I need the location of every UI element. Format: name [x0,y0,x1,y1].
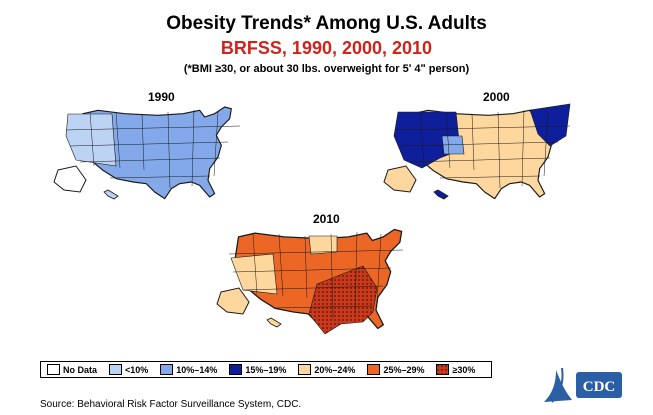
legend-item-15-19: 15%–19% [229,364,286,375]
map-2010-dotted-states [308,265,378,335]
legend-swatch [436,364,450,375]
map-2000-hawaii [433,189,449,200]
legend-label: 20%–24% [314,364,356,375]
map-2000 [383,103,571,200]
legend-swatch [298,364,312,375]
map-legend: No Data <10% 10%–14% 15%–19% 20%–24% 25%… [40,361,492,378]
legend-label: 10%–14% [176,364,218,375]
legend-swatch [47,364,60,375]
legend-item-25-29: 25%–29% [367,364,424,375]
map-2010-alaska [216,287,250,315]
cdc-logo: CDC [544,367,622,403]
map-2010 [216,228,404,335]
map-2000-label: 2000 [483,90,510,104]
map-1990-alaska [53,165,87,193]
legend-item-under-10: <10% [109,364,148,375]
legend-item-20-24: 20%–24% [298,364,355,375]
map-note: (*BMI ≥30, or about 30 lbs. overweight f… [183,63,470,75]
legend-label: No Data [63,364,98,375]
legend-item-10-14: 10%–14% [160,364,217,375]
map-2010-light-states [230,235,338,295]
legend-label: ≥30% [452,364,476,375]
map-1990-hawaii [103,189,119,200]
legend-label: 25%–29% [383,364,425,375]
map-1990-label: 1990 [148,90,175,104]
map-1990-west-states [65,113,117,167]
legend-swatch [367,364,381,375]
map-title: Obesity Trends* Among U.S. Adults [166,13,487,34]
legend-swatch [229,364,243,375]
source-note: Source: Behavioral Risk Factor Surveilla… [40,399,302,410]
legend-swatch [160,364,174,375]
cdc-logo-text: CDC [583,379,616,395]
legend-swatch [109,364,123,375]
map-2010-label: 2010 [313,212,340,226]
map-2000-alaska [383,165,417,193]
legend-item-30-plus: ≥30% [436,364,475,375]
map-2010-hawaii [266,317,282,328]
legend-label: 15%–19% [245,364,287,375]
map-2000-light-blue-state [441,135,465,155]
legend-label: <10% [125,364,149,375]
map-2000-dark-blue-states [393,103,571,169]
legend-item-no-data: No Data [47,364,97,375]
map-1990 [53,106,241,200]
map-subtitle: BRFSS, 1990, 2000, 2010 [220,38,433,58]
